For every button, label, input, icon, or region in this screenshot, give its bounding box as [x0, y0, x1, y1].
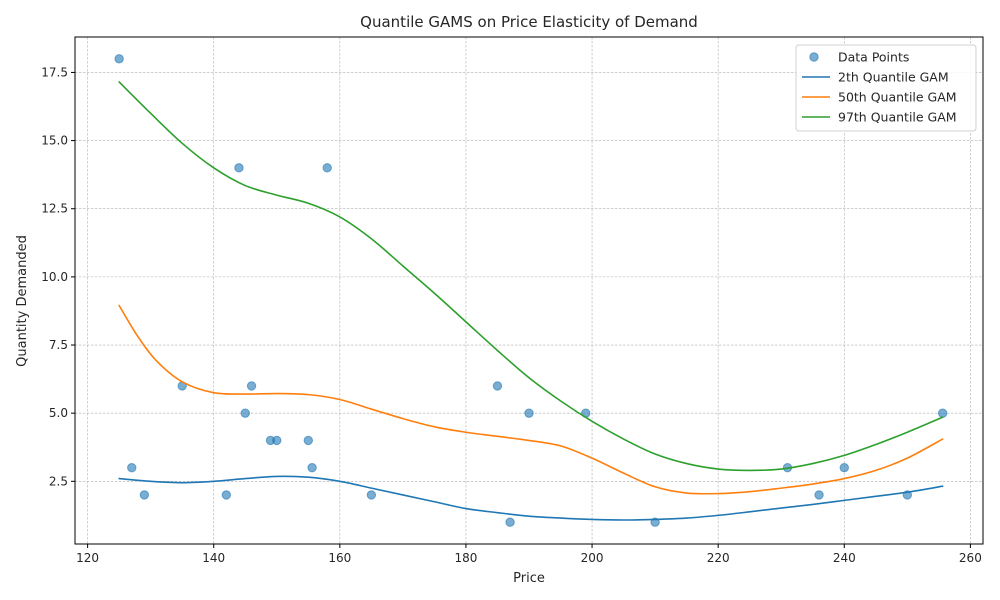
y-tick-label: 2.5 — [49, 474, 68, 488]
data-point — [240, 408, 250, 418]
x-tick-label: 120 — [76, 551, 99, 565]
data-point — [937, 408, 948, 418]
data-point — [366, 490, 377, 500]
x-tick-label: 140 — [202, 551, 225, 565]
y-tick-label: 17.5 — [41, 65, 68, 79]
y-tick-label: 15.0 — [41, 134, 68, 148]
legend-box — [795, 44, 977, 132]
x-tick-label: 240 — [833, 551, 856, 565]
x-tick-label: 180 — [454, 551, 477, 565]
data-point — [524, 408, 534, 418]
data-point — [246, 381, 257, 391]
legend-label-1: 2th Quantile GAM — [838, 70, 949, 85]
data-point — [814, 490, 824, 500]
x-tick-label: 160 — [328, 551, 351, 565]
legend: Data Points 2th Quantile GAM 50th Quantile… — [795, 44, 977, 132]
y-tick-label: 5.0 — [49, 406, 68, 420]
legend-marker-data-points — [809, 52, 819, 62]
y-tick-label: 12.5 — [41, 202, 68, 216]
legend-label-2: 50th Quantile GAM — [838, 90, 957, 105]
x-tick-label: 260 — [959, 551, 982, 565]
data-point — [307, 462, 317, 473]
y-tick-label: 7.5 — [49, 338, 68, 352]
data-point — [272, 435, 282, 446]
x-tick-label: 220 — [707, 551, 730, 565]
data-point — [139, 490, 150, 500]
series-line-1 — [118, 475, 944, 521]
legend-label-data-points: Data Points — [838, 50, 909, 65]
legend-label-3: 97th Quantile GAM — [838, 110, 957, 125]
data-point — [839, 462, 849, 473]
ticks-layer: 120 140 160 180 200 220 240 260 2.5 5.0 7.5 10.0 12.… — [41, 65, 982, 565]
data-layer — [114, 54, 948, 527]
data-point — [303, 435, 314, 446]
plot-area-frame — [74, 36, 984, 545]
data-point — [221, 490, 232, 500]
x-axis-label: Price — [513, 571, 545, 586]
series-line-2 — [118, 304, 944, 495]
y-axis-label: Quantity Demanded — [15, 235, 30, 367]
chart-title: Quantile GAMS on Price Elasticity of Dem… — [360, 13, 698, 31]
y-tick-label: 10.0 — [41, 270, 68, 284]
data-point — [234, 163, 244, 173]
x-tick-label: 200 — [581, 551, 604, 565]
data-point — [114, 54, 124, 64]
series-line-3 — [118, 81, 944, 472]
data-point — [492, 381, 503, 391]
data-point — [127, 462, 137, 473]
data-point — [505, 517, 515, 527]
data-point — [322, 163, 332, 173]
